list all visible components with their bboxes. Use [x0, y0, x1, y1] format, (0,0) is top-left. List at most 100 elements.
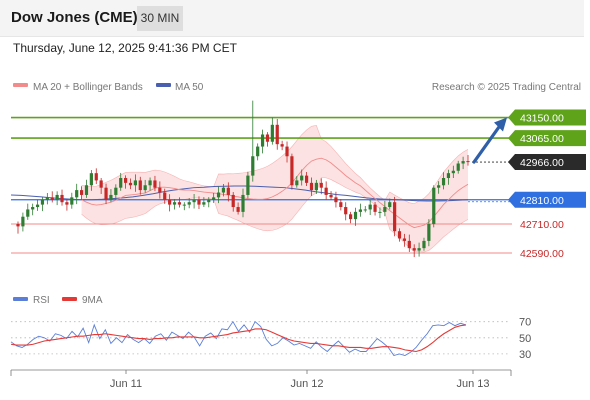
rsi-ma-legend-label: 9MA — [82, 295, 103, 306]
level-label-42710-00: 42710.00 — [520, 219, 564, 231]
candle-body — [45, 197, 49, 200]
candle-body — [192, 199, 196, 203]
candle-body — [388, 202, 392, 208]
chart-header: Dow Jones (CME) 30 MIN — [0, 0, 584, 37]
x-tick-label: Jun 13 — [456, 378, 489, 390]
candle-body — [55, 194, 59, 200]
level-label-42810-00: 42810.00 — [520, 195, 564, 207]
x-tick-label: Jun 12 — [290, 378, 323, 390]
candle-body — [368, 204, 372, 210]
candle-body — [251, 156, 255, 176]
level-label-43065-00: 43065.00 — [520, 133, 564, 145]
candle-body — [437, 185, 441, 188]
candle-body — [265, 134, 270, 142]
candle-body — [16, 223, 20, 227]
bollinger-band — [81, 125, 468, 253]
candle-body — [31, 207, 35, 210]
ma50-legend-label: MA 50 — [175, 82, 204, 93]
rsi-legend-swatch — [13, 297, 28, 301]
candle-body — [422, 240, 426, 249]
candle-body — [153, 180, 157, 188]
level-label-42590-00: 42590.00 — [520, 248, 564, 260]
level-tag-42966-00 — [508, 154, 586, 171]
candle-body — [290, 156, 294, 186]
candle-body — [182, 204, 186, 206]
instrument-title: Dow Jones (CME) — [11, 9, 138, 26]
candle-body — [441, 178, 446, 186]
rsi-ma-legend-swatch — [62, 297, 77, 301]
candle-body — [65, 202, 69, 205]
candle-body — [197, 199, 201, 205]
candle-body — [212, 197, 216, 200]
candle-body — [393, 202, 397, 232]
candle-body — [246, 175, 250, 195]
candle-body — [373, 204, 377, 212]
candle-body — [363, 209, 367, 211]
rsi-tick-50: 50 — [519, 333, 531, 345]
candle-body — [378, 211, 382, 213]
candle-body — [397, 231, 402, 239]
candle-body — [280, 144, 284, 147]
candle-body — [466, 161, 470, 163]
ma50-line — [10, 185, 469, 202]
candle-body — [358, 209, 362, 212]
ma50-legend-swatch — [156, 83, 171, 87]
candle-body — [207, 199, 211, 203]
ma20-legend-label: MA 20 + Bollinger Bands — [33, 82, 143, 93]
candle-body — [79, 190, 84, 195]
candle-body — [50, 197, 54, 200]
candle-body — [104, 187, 108, 200]
level-tag-43150-00 — [508, 109, 586, 126]
candle-body — [60, 194, 64, 203]
candle-body — [89, 173, 93, 186]
candle-body — [133, 180, 137, 186]
timeframe-badge[interactable]: 30 MIN — [137, 6, 183, 31]
level-label-42966-00: 42966.00 — [520, 157, 564, 169]
candle-body — [285, 146, 289, 157]
candle-body — [309, 182, 314, 191]
candle-body — [432, 187, 436, 224]
candle-body — [226, 187, 230, 195]
candle-body — [114, 187, 118, 195]
candle-body — [344, 207, 348, 215]
candle-body — [260, 134, 265, 147]
rsi-tick-70: 70 — [519, 317, 531, 329]
x-tick-label: Jun 11 — [110, 378, 142, 390]
candle-body — [75, 190, 79, 198]
candle-body — [417, 248, 421, 251]
candle-body — [40, 199, 45, 205]
candle-body — [349, 214, 353, 220]
candle-body — [158, 187, 162, 193]
candle-body — [402, 238, 407, 241]
candle-body — [94, 173, 98, 181]
candle-body — [231, 194, 235, 208]
candle-body — [256, 146, 260, 157]
candle-body — [168, 199, 172, 205]
candle-body — [270, 124, 274, 142]
candle-body — [84, 185, 89, 195]
candle-body — [304, 175, 309, 183]
candle-body — [353, 211, 358, 220]
candle-body — [216, 192, 221, 198]
candle-body — [124, 178, 128, 183]
candle-body — [109, 194, 113, 200]
ma20-line — [81, 157, 469, 229]
forecast-arrow-shaft — [472, 123, 502, 164]
candle-body — [99, 180, 103, 188]
candle-body — [446, 173, 451, 179]
candle-body — [187, 202, 191, 205]
candle-body — [456, 163, 460, 171]
candle-body — [461, 161, 465, 164]
candle-body — [119, 178, 123, 188]
bollinger-lower-line — [81, 177, 469, 253]
credit-label: Research © 2025 Trading Central — [432, 82, 581, 93]
candle-body — [70, 197, 74, 205]
candle-body — [202, 202, 206, 205]
rsi-tick-30: 30 — [519, 349, 531, 361]
candle-body — [412, 248, 416, 251]
ma20-legend-swatch — [13, 83, 28, 87]
rsi-legend-label: RSI — [33, 295, 50, 306]
candle-body — [236, 207, 240, 212]
candle-body — [143, 185, 147, 191]
